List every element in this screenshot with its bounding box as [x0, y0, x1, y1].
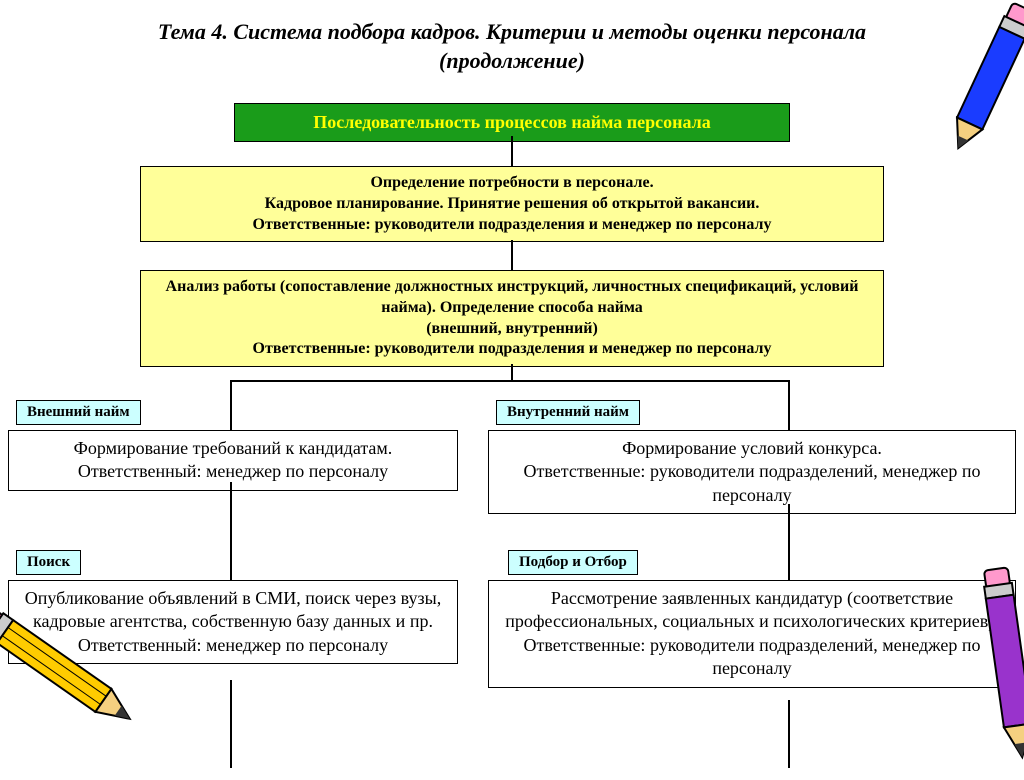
box-competition-conditions: Формирование условий конкурса. Ответстве…	[488, 430, 1016, 514]
box1-line1: Определение потребности в персонале.	[151, 173, 873, 194]
label-external-hiring: Внешний найм	[16, 400, 141, 425]
pencil-icon	[940, 0, 1024, 170]
banner-text: Последовательность процессов найма персо…	[313, 112, 711, 132]
label-internal-hiring: Внутренний найм	[496, 400, 640, 425]
connector	[511, 136, 513, 166]
box2-line3: Ответственные: руководители подразделени…	[151, 339, 873, 360]
box6-line2: Ответственные: руководители подразделени…	[499, 634, 1005, 681]
connector	[230, 482, 232, 580]
box2-line1: Анализ работы (сопоставление должностных…	[151, 277, 873, 319]
box6-line1: Рассмотрение заявленных кандидатур (соот…	[499, 587, 1005, 634]
box-candidate-review: Рассмотрение заявленных кандидатур (соот…	[488, 580, 1016, 688]
label-selection: Подбор и Отбор	[508, 550, 638, 575]
box4-line1: Формирование условий конкурса.	[499, 437, 1005, 460]
box3-line1: Формирование требований к кандидатам.	[19, 437, 447, 460]
box2-line2: (внешний, внутренний)	[151, 319, 873, 340]
box3-line2: Ответственный: менеджер по персоналу	[19, 460, 447, 483]
box-candidate-requirements: Формирование требований к кандидатам. От…	[8, 430, 458, 491]
page-title: Тема 4. Система подбора кадров. Критерии…	[0, 0, 1024, 75]
box1-line2: Кадровое планирование. Принятие решения …	[151, 194, 873, 215]
box1-line3: Ответственные: руководители подразделени…	[151, 215, 873, 236]
connector	[230, 680, 232, 768]
connector	[788, 380, 790, 430]
pencil-icon	[0, 570, 150, 770]
pencil-icon	[960, 560, 1024, 780]
connector	[511, 240, 513, 270]
box-need-definition: Определение потребности в персонале. Кад…	[140, 166, 884, 242]
box4-line2: Ответственные: руководители подразделени…	[499, 460, 1005, 507]
connector	[788, 504, 790, 580]
box-job-analysis: Анализ работы (сопоставление должностных…	[140, 270, 884, 367]
connector	[230, 380, 790, 382]
connector	[788, 700, 790, 768]
connector	[230, 380, 232, 430]
